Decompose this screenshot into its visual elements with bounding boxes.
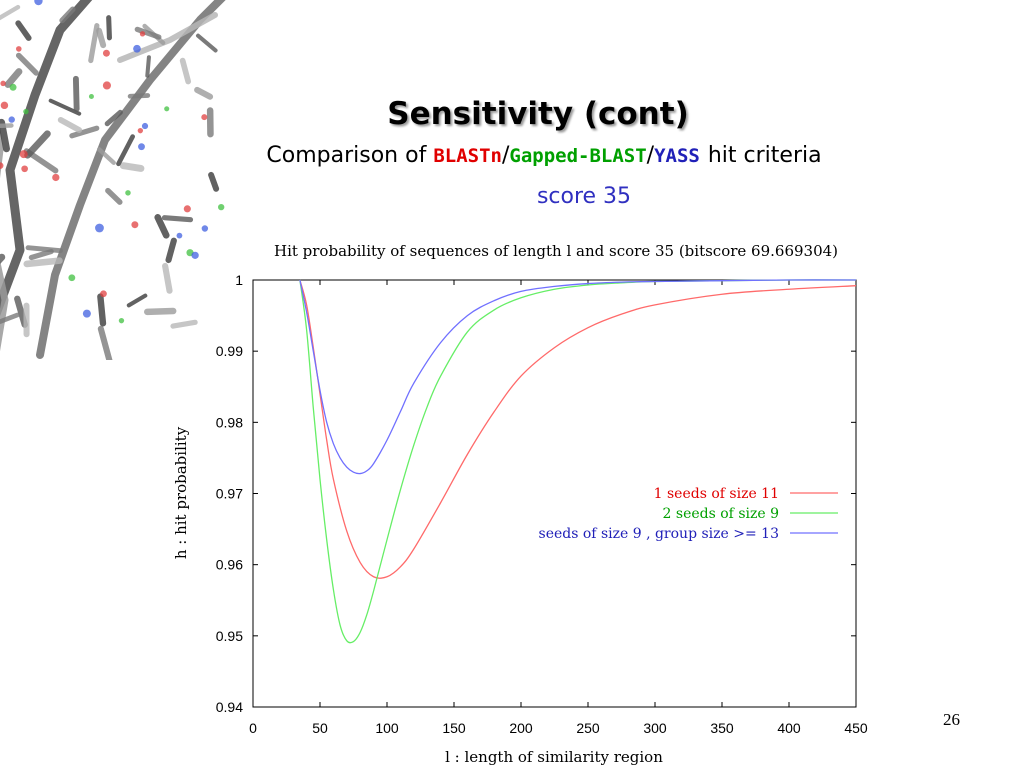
page-number: 26 [943,710,960,729]
series-line-group-size-13 [299,279,857,475]
y-axis-label: h : hit probability [172,426,190,559]
x-axis-label: l : length of similarity region [445,748,663,766]
x-tick-label: 350 [710,720,734,736]
y-tick-label: 0.99 [216,343,243,359]
series-line-2-seeds-size-9 [299,279,857,644]
method-yass: YASS [654,145,700,167]
method-blastn: BLASTn [433,145,502,167]
chart-title: Hit probability of sequences of length l… [274,242,838,260]
y-tick-label: 1 [235,272,243,288]
y-tick-label: 0.97 [216,486,243,502]
subtitle-prefix: Comparison of [266,143,434,168]
x-tick-label: 250 [576,720,600,736]
x-tick-label: 300 [643,720,667,736]
chart-legend: 1 seeds of size 11 2 seeds of size 9 seeds… [539,486,838,542]
x-tick-label: 200 [509,720,533,736]
score-note: score 35 [536,184,632,209]
x-tick-label: 0 [249,720,257,736]
y-tick-label: 0.98 [216,414,243,430]
series-line-1-seed-size-11 [299,279,857,579]
x-tick-label: 450 [844,720,868,736]
slide-title: Sensitivity (cont) [387,96,689,132]
y-tick-label: 0.94 [216,699,243,715]
subtitle-suffix: hit criteria [707,143,822,168]
x-tick-label: 100 [375,720,399,736]
separator: / [646,143,655,168]
legend-label: 1 seeds of size 11 [654,486,779,502]
legend-label: seeds of size 9 , group size >= 13 [539,526,779,542]
x-tick-label: 400 [777,720,801,736]
separator: / [501,143,510,168]
legend-label: 2 seeds of size 9 [663,506,779,522]
x-tick-label: 50 [312,720,328,736]
slide-subtitle: Comparison of BLASTn/Gapped-BLAST/YASS hi… [0,143,1024,168]
dna-molecule-image [0,0,226,360]
x-tick-label: 150 [442,720,466,736]
method-gapped-blast: Gapped-BLAST [509,145,647,167]
y-tick-label: 0.95 [216,628,243,644]
y-tick-label: 0.96 [216,557,243,573]
